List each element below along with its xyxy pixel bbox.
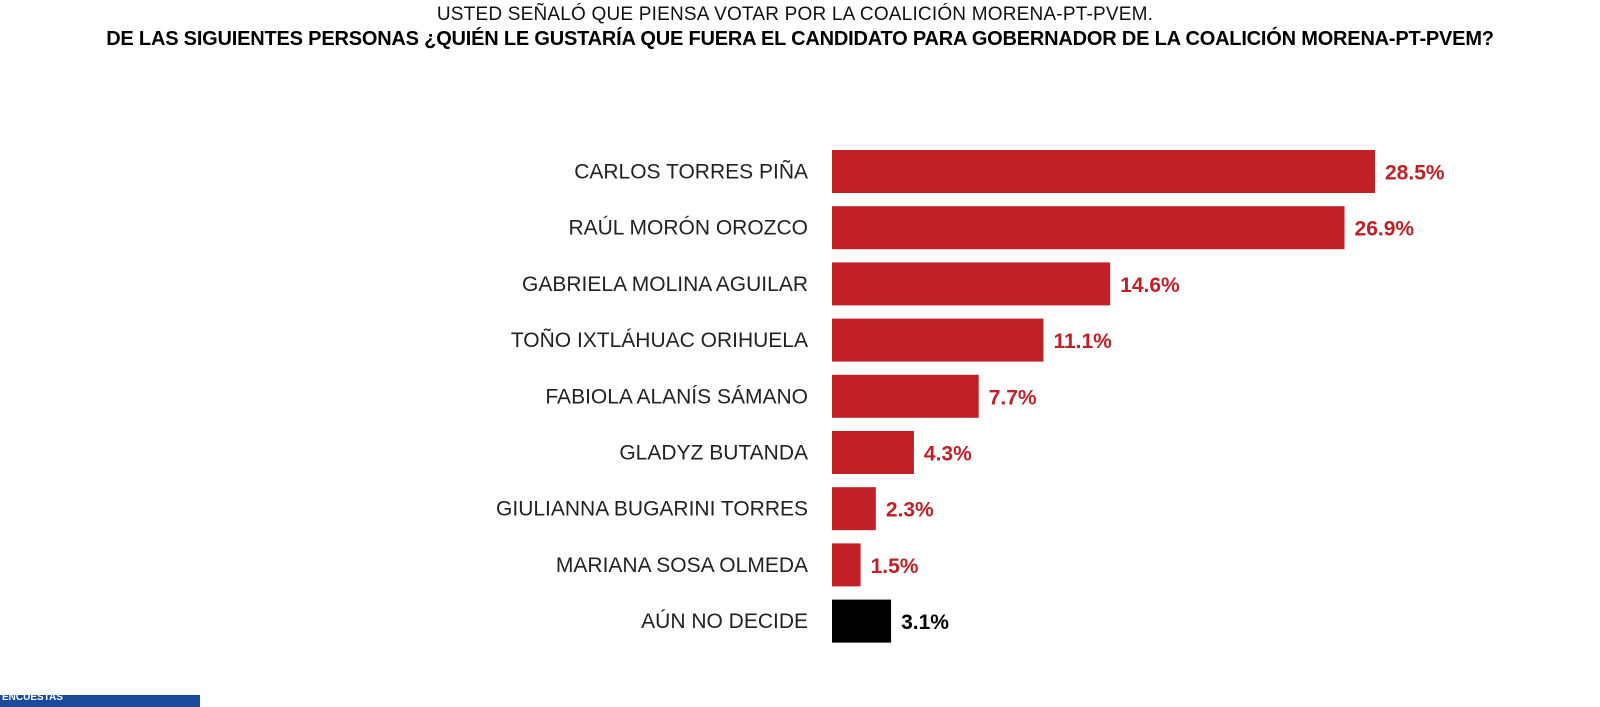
- bar: [832, 206, 1345, 250]
- bar: [832, 262, 1111, 306]
- chart-title: DE LAS SIGUIENTES PERSONAS ¿QUIÉN LE GUS…: [106, 28, 1494, 50]
- category-label: MARIANA SOSA OLMEDA: [556, 554, 808, 577]
- category-label: GLADYZ BUTANDA: [619, 442, 808, 465]
- category-label: RAÚL MORÓN OROZCO: [568, 217, 808, 240]
- logo-text: ENCUESTAS: [2, 692, 63, 703]
- category-label: CARLOS TORRES PIÑA: [574, 160, 808, 184]
- value-label: 2.3%: [886, 499, 934, 522]
- value-label: 1.5%: [871, 555, 919, 578]
- value-label: 4.3%: [924, 443, 972, 466]
- value-label: 7.7%: [989, 386, 1037, 409]
- chart-subtitle: USTED SEÑALÓ QUE PIENSA VOTAR POR LA COA…: [436, 4, 1154, 25]
- category-label: GABRIELA MOLINA AGUILAR: [522, 273, 808, 296]
- category-label: AÚN NO DECIDE: [641, 610, 808, 633]
- bar: [832, 150, 1375, 193]
- value-label: 11.1%: [1053, 330, 1112, 353]
- value-label: 14.6%: [1120, 274, 1180, 297]
- bar: [832, 599, 892, 643]
- category-label: FABIOLA ALANÍS SÁMANO: [545, 385, 808, 408]
- category-label: GIULIANNA BUGARINI TORRES: [496, 498, 808, 521]
- bar: [832, 487, 876, 531]
- bar: [832, 431, 914, 474]
- category-label: TOÑO IXTLÁHUAC ORIHUELA: [511, 328, 808, 352]
- value-label: 3.1%: [901, 611, 949, 634]
- value-label: 26.9%: [1355, 218, 1415, 241]
- value-label: 28.5%: [1385, 162, 1445, 185]
- bar: [832, 318, 1044, 362]
- bar: [832, 543, 861, 587]
- logo: ENCUESTAS: [0, 692, 200, 707]
- bar: [832, 374, 979, 418]
